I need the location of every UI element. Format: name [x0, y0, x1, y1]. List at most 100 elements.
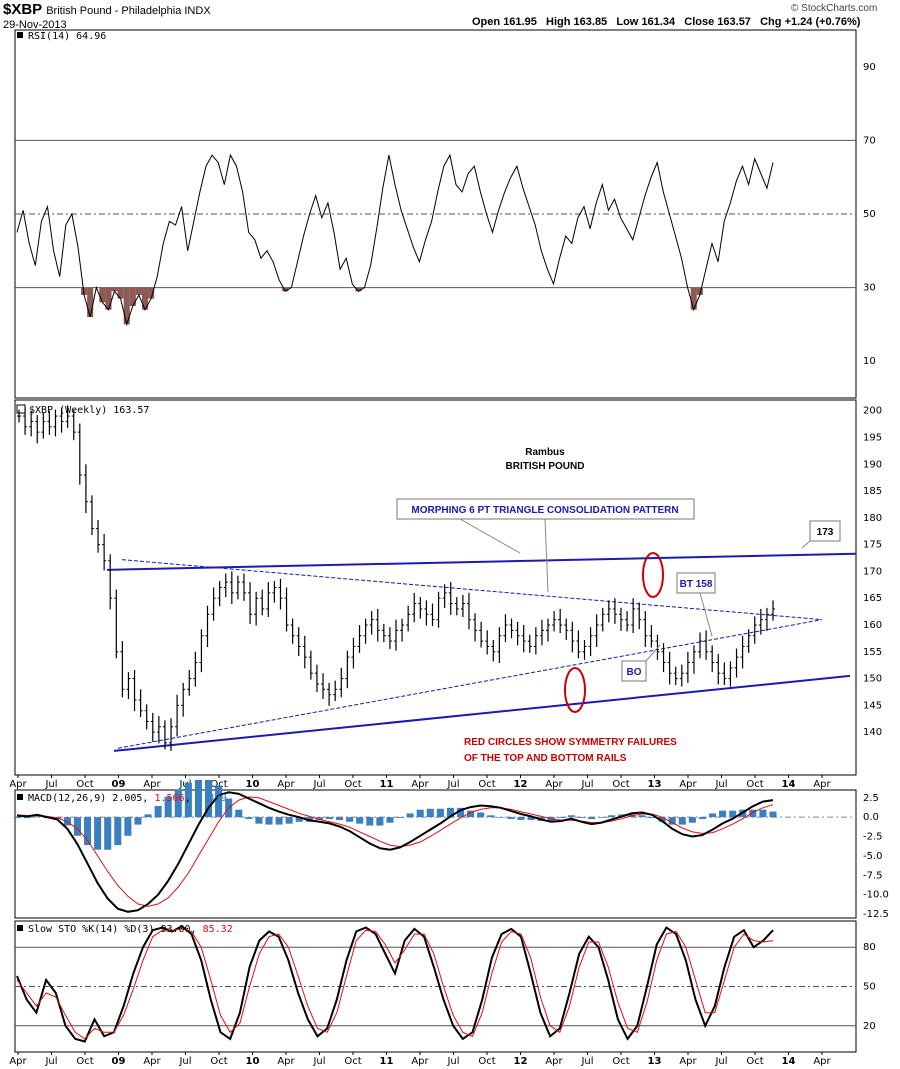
rsi-oversold-fill: [117, 287, 124, 299]
stochastic-legend: Slow STO %K(14) %D(3) 93.00, 85.32: [28, 924, 233, 935]
price-x-tick-label: Apr: [277, 779, 295, 790]
price-x-tick-label: 12: [514, 779, 528, 790]
target-label-box: [809, 520, 841, 542]
price-bar: [771, 600, 775, 621]
price-bar: [594, 614, 599, 647]
stochastic-tick-label: 20: [863, 1021, 876, 1032]
macd-histogram-bar: [769, 811, 777, 818]
rsi-tick-label: 90: [863, 62, 876, 73]
macd-signal-value: 1.566: [154, 793, 184, 804]
macd-histogram-bar: [194, 779, 202, 818]
stochastic-x-tick-label: Oct: [478, 1056, 495, 1067]
price-bar: [363, 618, 368, 644]
rsi-oversold-fill: [135, 287, 142, 295]
price-x-tick-label: 14: [782, 779, 796, 790]
rsi-oversold-fill: [129, 287, 136, 306]
lower-triangle-line: [117, 619, 823, 749]
stochastic-x-tick-label: Apr: [143, 1056, 161, 1067]
price-bar: [527, 634, 532, 653]
price-bar: [47, 410, 52, 435]
price-x-tick-label: 13: [648, 779, 662, 790]
macd-histogram-bar: [688, 817, 696, 823]
price-bar: [412, 592, 417, 623]
price-bar: [266, 582, 271, 617]
price-bar: [77, 423, 82, 485]
price-bar: [661, 643, 666, 673]
macd-tick-label: -5.0: [863, 851, 883, 862]
price-bar: [625, 611, 630, 632]
macd-histogram-bar: [144, 814, 152, 818]
macd-histogram-bar: [678, 817, 686, 825]
stochastic-x-tick-label: 09: [112, 1056, 126, 1067]
rsi-oversold-fill: [696, 287, 703, 295]
macd-histogram-bar: [497, 817, 505, 818]
price-tick-label: 190: [863, 459, 882, 470]
price-bar: [120, 641, 125, 698]
price-x-tick-label: Jul: [44, 779, 57, 790]
macd-legend-sep: ,: [185, 793, 197, 804]
price-tick-label: 170: [863, 566, 882, 577]
price-x-tick-label: Jul: [312, 779, 325, 790]
price-bar: [175, 694, 180, 737]
rsi-oversold-fill: [355, 287, 362, 292]
macd-histogram-bar: [396, 817, 404, 819]
macd-tick-label: 2.5: [863, 793, 879, 804]
price-bar: [503, 614, 508, 643]
price-tick-label: 185: [863, 486, 882, 497]
macd-histogram-bar: [154, 805, 162, 818]
price-bar: [254, 591, 259, 626]
price-bar: [758, 608, 763, 635]
price-bar: [65, 405, 70, 428]
price-x-tick-label: 09: [112, 779, 126, 790]
price-bar: [667, 651, 672, 685]
price-x-tick-label: Jul: [714, 779, 727, 790]
stochastic-x-tick-label: Apr: [679, 1056, 697, 1067]
price-bar: [71, 409, 76, 441]
macd-histogram-bar: [719, 810, 727, 818]
price-bar: [96, 520, 101, 553]
macd-histogram-bar: [275, 817, 283, 825]
macd-tick-label: -7.5: [863, 870, 883, 881]
price-bar: [430, 603, 435, 627]
price-bar: [764, 607, 769, 631]
macd-legend-name: MACD(12,26,9): [28, 793, 112, 804]
price-bar: [509, 618, 514, 639]
macd-histogram-bar: [336, 817, 344, 820]
annotation-title-2: BRITISH POUND: [506, 461, 585, 472]
macd-histogram-bar: [366, 817, 374, 826]
symmetry-failure-circle-bottom: [564, 667, 586, 713]
macd-histogram-bar: [557, 817, 565, 819]
price-bar: [53, 409, 58, 437]
macd-histogram-bar: [648, 817, 656, 819]
price-bar: [643, 611, 648, 647]
macd-tick-label: -2.5: [863, 832, 883, 843]
price-bar: [515, 621, 520, 646]
stochastic-legend-name: Slow STO %K(14) %D(3): [28, 924, 160, 935]
macd-histogram-bar: [638, 815, 646, 818]
price-bar: [485, 630, 490, 655]
rsi-oversold-fill: [282, 287, 289, 292]
price-bar: [588, 627, 593, 657]
macd-histogram-bar: [426, 808, 434, 818]
price-bar: [394, 619, 398, 651]
price-bar: [716, 653, 721, 685]
price-tick-label: 165: [863, 593, 882, 604]
macd-histogram-bar: [749, 809, 757, 818]
chart-date: 29-Nov-2013: [3, 19, 67, 31]
stochastic-k-line: [16, 925, 774, 1043]
macd-line: [16, 791, 774, 913]
lower-rail-line: [113, 674, 851, 752]
price-bar: [138, 689, 143, 718]
price-bar: [698, 632, 703, 659]
macd-histogram-bar: [356, 817, 364, 824]
bo-label-box: [621, 660, 647, 682]
price-bar: [497, 627, 502, 664]
price-bar: [290, 618, 295, 644]
macd-histogram-bar: [33, 816, 41, 818]
stochastic-x-tick-label: Oct: [76, 1056, 93, 1067]
macd-tick-label: 0.0: [863, 812, 879, 823]
symmetry-failure-circle-top: [642, 552, 664, 598]
macd-histogram-bar: [174, 789, 182, 818]
macd-histogram-bar: [134, 817, 142, 825]
stochastic-x-tick-label: Oct: [746, 1056, 763, 1067]
